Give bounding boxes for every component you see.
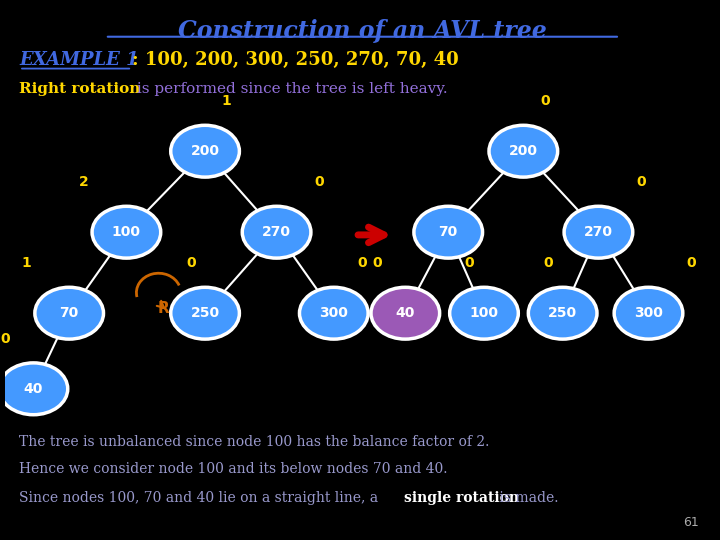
Circle shape — [371, 287, 440, 339]
Text: 270: 270 — [584, 225, 613, 239]
Circle shape — [0, 363, 68, 415]
Text: 0: 0 — [636, 175, 646, 189]
Text: 1: 1 — [22, 256, 31, 270]
Text: 0: 0 — [358, 256, 367, 270]
Circle shape — [171, 125, 239, 177]
Text: Since nodes 100, 70 and 40 lie on a straight line, a: Since nodes 100, 70 and 40 lie on a stra… — [19, 491, 382, 505]
Text: 200: 200 — [191, 144, 220, 158]
Circle shape — [414, 206, 482, 258]
Text: 40: 40 — [24, 382, 43, 396]
Text: 2: 2 — [78, 175, 89, 189]
Circle shape — [489, 125, 558, 177]
Text: 0: 0 — [0, 332, 9, 346]
Text: Hence we consider node 100 and its below nodes 70 and 40.: Hence we consider node 100 and its below… — [19, 462, 448, 476]
Text: 250: 250 — [548, 306, 577, 320]
Circle shape — [564, 206, 633, 258]
Text: 200: 200 — [509, 144, 538, 158]
Text: 0: 0 — [372, 256, 382, 270]
Text: 270: 270 — [262, 225, 291, 239]
Text: 300: 300 — [634, 306, 663, 320]
Circle shape — [171, 287, 239, 339]
Text: Right rotation: Right rotation — [19, 82, 140, 96]
Circle shape — [614, 287, 683, 339]
Text: 1: 1 — [222, 94, 231, 108]
Text: 100: 100 — [112, 225, 141, 239]
Text: : 100, 200, 300, 250, 270, 70, 40: : 100, 200, 300, 250, 270, 70, 40 — [132, 51, 459, 69]
Text: single rotation: single rotation — [404, 491, 519, 505]
Text: 300: 300 — [320, 306, 348, 320]
Text: 40: 40 — [395, 306, 415, 320]
Text: 0: 0 — [465, 256, 474, 270]
Text: 0: 0 — [186, 256, 196, 270]
Circle shape — [92, 206, 161, 258]
Text: 0: 0 — [687, 256, 696, 270]
Text: R: R — [158, 301, 169, 316]
Text: EXAMPLE 1: EXAMPLE 1 — [19, 51, 139, 69]
Text: 100: 100 — [469, 306, 498, 320]
Text: 70: 70 — [438, 225, 458, 239]
Text: is made.: is made. — [495, 491, 559, 505]
Circle shape — [35, 287, 104, 339]
Text: 0: 0 — [315, 175, 324, 189]
Circle shape — [450, 287, 518, 339]
Text: is performed since the tree is left heavy.: is performed since the tree is left heav… — [132, 82, 448, 96]
Text: The tree is unbalanced since node 100 has the balance factor of 2.: The tree is unbalanced since node 100 ha… — [19, 435, 490, 449]
Text: 70: 70 — [60, 306, 78, 320]
Text: 0: 0 — [544, 256, 553, 270]
Text: 250: 250 — [191, 306, 220, 320]
Text: 0: 0 — [540, 94, 549, 108]
Circle shape — [242, 206, 311, 258]
Text: Construction of an AVL tree: Construction of an AVL tree — [178, 19, 546, 43]
Circle shape — [300, 287, 368, 339]
Circle shape — [528, 287, 597, 339]
Text: 61: 61 — [683, 516, 698, 529]
